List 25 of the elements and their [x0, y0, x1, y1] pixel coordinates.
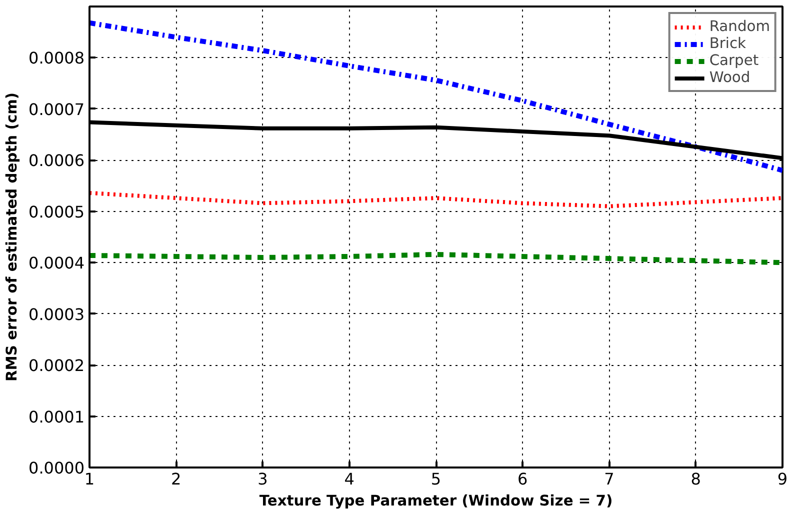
legend-label: Brick	[709, 35, 746, 52]
x-tick-label: 5	[430, 470, 442, 488]
x-tick-label: 1	[84, 470, 95, 488]
y-axis-title: RMS error of estimated depth (cm)	[4, 92, 21, 382]
y-tick-label: 0.0001	[28, 407, 84, 426]
x-tick-label: 2	[171, 470, 182, 488]
x-tick-label: 7	[604, 470, 614, 488]
x-tick-label: 9	[777, 470, 788, 488]
legend-label: Random	[709, 18, 770, 35]
legend-label: Carpet	[709, 52, 759, 69]
y-tick-label: 0.0005	[28, 202, 84, 222]
x-axis-title: Texture Type Parameter (Window Size = 7)	[259, 492, 613, 510]
x-tick-label: 4	[344, 470, 354, 488]
y-tick-label: 0.0004	[28, 254, 84, 273]
legend-label: Wood	[709, 69, 750, 86]
x-tick-label: 8	[690, 470, 701, 488]
y-tick-label: 0.0007	[28, 100, 84, 119]
y-tick-label: 0.0006	[28, 151, 84, 170]
line-series	[90, 190, 782, 208]
x-tick-label: 3	[258, 470, 268, 488]
y-tick-label: 0.0000	[28, 458, 84, 478]
x-tick-label: 6	[518, 470, 528, 488]
y-tick-label: 0.0008	[28, 48, 84, 68]
y-tick-label: 0.0002	[28, 356, 84, 376]
y-tick-label: 0.0003	[28, 304, 84, 324]
